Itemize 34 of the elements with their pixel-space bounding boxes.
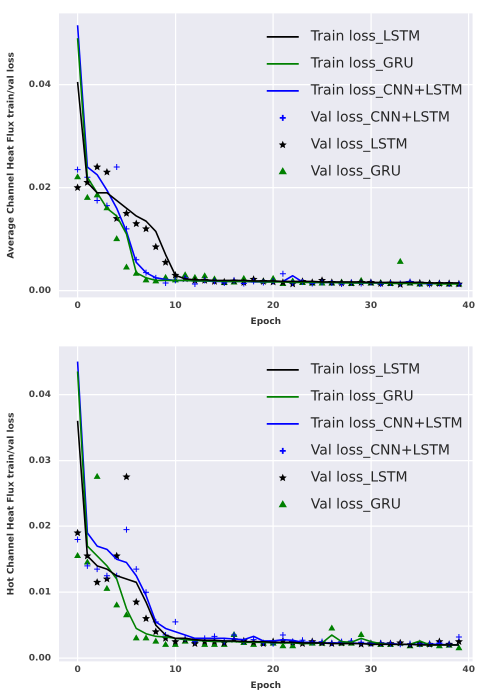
legend-label: Train loss_CNN+LSTM: [310, 82, 463, 99]
y-tick-label: 0.02: [28, 522, 52, 532]
y-tick-label: 0.01: [28, 588, 52, 598]
y-tick-label: 0.02: [28, 182, 52, 193]
x-tick-label: 20: [266, 301, 280, 312]
legend-label: Val loss_CNN+LSTM: [310, 110, 450, 126]
x-axis-title: Epoch: [250, 316, 282, 327]
x-tick-label: 10: [169, 301, 182, 312]
x-tick-label: 20: [266, 665, 280, 676]
legend-label: Val loss_LSTM: [310, 136, 408, 153]
y-tick-label: 0.03: [28, 456, 52, 466]
x-tick-label: 30: [364, 665, 378, 676]
y-tick-label: 0.04: [28, 80, 52, 90]
y-tick-label: 0.04: [28, 390, 52, 400]
x-tick-label: 0: [74, 301, 81, 312]
y-tick-label: 0.00: [28, 653, 52, 664]
legend-label: Train loss_GRU: [310, 388, 414, 405]
x-axis-title: Epoch: [250, 680, 282, 691]
legend-label: Train loss_LSTM: [310, 28, 420, 45]
legend-label: Train loss_GRU: [310, 56, 414, 72]
legend-label: Val loss_CNN+LSTM: [310, 442, 450, 459]
legend-label: Train loss_LSTM: [310, 362, 420, 378]
legend-label: Val loss_GRU: [310, 496, 402, 513]
x-tick-label: 0: [74, 665, 81, 676]
legend-label: Val loss_GRU: [310, 164, 402, 180]
legend-label: Val loss_LSTM: [310, 470, 408, 486]
x-tick-label: 40: [462, 301, 475, 312]
legend-label: Train loss_CNN+LSTM: [310, 416, 463, 432]
x-tick-label: 10: [169, 665, 182, 676]
y-axis-title: Average Channel Heat Flux train/val loss: [6, 52, 17, 259]
y-axis-title: Hot Channel Heat Flux train/val loss: [6, 412, 17, 596]
x-tick-label: 40: [462, 665, 475, 676]
y-tick-label: 0.00: [28, 286, 52, 296]
x-tick-label: 30: [364, 301, 378, 312]
